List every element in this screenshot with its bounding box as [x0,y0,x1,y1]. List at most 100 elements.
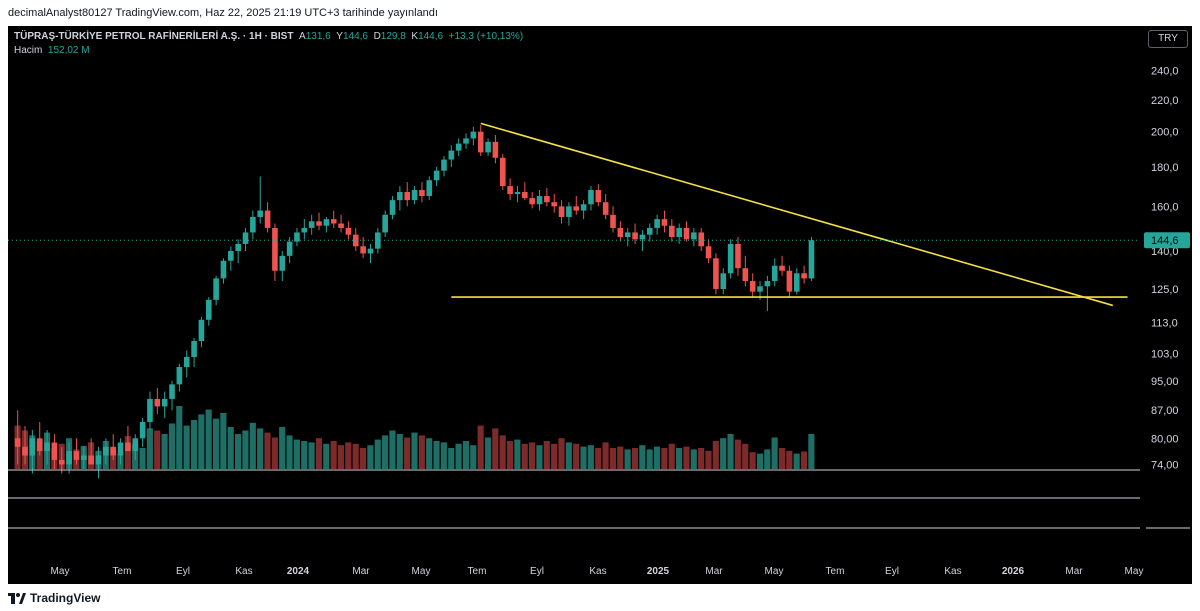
volume-value: 152,02 M [47,45,90,56]
candle-body [36,438,43,452]
volume-bar [183,425,190,469]
publish-header: decimalAnalyst80127 TradingView.com, Haz… [0,0,1200,26]
volume-bar [154,430,161,469]
volume-bar [462,441,469,469]
volume-bar [235,434,242,469]
candle-body [713,258,719,289]
low-value: 129,8 [380,31,406,42]
volume-bar [455,443,462,469]
candle-body [375,232,381,249]
time-tick-label: Mar [705,566,723,577]
candle-body [793,273,800,292]
publish-info: decimalAnalyst80127 TradingView.com, Haz… [8,7,438,19]
volume-bar [639,445,646,469]
candle-body [676,227,682,237]
volume-bar [337,445,345,469]
volume-bar [168,423,175,469]
candle-body [617,227,624,237]
volume-bar [573,443,580,469]
volume-bar [492,428,499,469]
candle-body [14,438,21,447]
volume-bar [609,448,616,469]
candle-body [646,227,653,235]
volume-bar [646,449,653,469]
time-tick-label: May [51,566,70,577]
volume-bar [323,443,330,469]
volume-bar [315,438,322,469]
volume-bar [720,438,727,469]
candle-body [154,398,161,407]
volume-bar [529,442,536,469]
price-tick-label: 125,0 [1151,284,1179,296]
candle-body [183,357,190,368]
tradingview-logo[interactable]: TradingView [8,591,100,605]
candle-body [419,190,425,197]
candle-body [602,202,609,215]
candle-body [323,219,330,226]
candle-body [51,442,58,460]
candle-body [477,131,484,153]
symbol-label: TÜPRAŞ-TÜRKİYE PETROL RAFİNERİLERİ A.Ş. … [14,31,294,42]
volume-bar [352,443,359,469]
candle-body [580,204,587,211]
candle-body [330,219,337,224]
candle-body [360,246,366,254]
candle-body [250,216,256,233]
volume-bar [793,453,800,469]
price-tick-label: 200,0 [1151,127,1179,139]
candle-body [566,206,572,217]
candle-body [397,192,403,201]
volume-bar [558,438,565,469]
volume-bar [308,442,315,469]
footer: TradingView [0,584,1200,611]
candle-body [103,446,109,456]
candle-body [551,202,558,207]
price-tick-label: 87,00 [1151,405,1179,417]
volume-bar [624,449,631,469]
candle-body [698,232,705,247]
candle-body [441,159,447,171]
volume-bar [176,406,183,469]
candle-body [735,243,741,269]
volume-bar [808,434,815,469]
volume-bar [345,442,352,469]
volume-bar [205,409,212,469]
candle-body [22,446,28,456]
candle-body [198,319,205,341]
time-tick-label: Eyl [885,566,899,577]
candle-body [139,421,146,439]
volume-bar [330,441,337,469]
candle-body [161,398,168,407]
price-tick-label: 140,0 [1151,246,1179,258]
price-chart[interactable]: 240,0 220,0 200,0 180,0 160,0 140,0 125,0 113,0… [8,26,1192,584]
currency-button[interactable]: TRY [1148,30,1188,48]
candle-body [132,438,139,452]
volume-bar [382,435,389,469]
volume-bar [698,448,705,469]
volume-bar [690,449,697,469]
candle-body [294,232,300,242]
candle-body [352,234,359,247]
open-value: 131,6 [305,31,331,42]
price-tick-label: 95,00 [1151,376,1179,388]
change-value: +13,3 (+10,13%) [448,31,524,42]
trendline-layer [451,122,1128,307]
time-tick-label: Kas [944,566,961,577]
candle-body [463,138,469,144]
candle-body [338,223,344,228]
time-tick-label: Tem [113,566,132,577]
candle-body [529,198,535,205]
volume-bar [595,448,602,469]
footer-brand: TradingView [30,591,101,605]
volume-bar [653,446,661,469]
chart-legend: TÜPRAŞ-TÜRKİYE PETROL RAFİNERİLERİ A.Ş. … [14,30,523,58]
volume-bar [631,448,639,469]
volume-bar [756,453,763,469]
volume-bar [257,428,264,469]
volume-bar [212,418,220,469]
candle-body [58,459,65,465]
volume-bar [786,450,793,469]
chart-area[interactable]: 240,0 220,0 200,0 180,0 160,0 140,0 125,0 113,0… [8,26,1192,584]
time-tick-label: May [412,566,431,577]
candle-body [345,227,352,235]
